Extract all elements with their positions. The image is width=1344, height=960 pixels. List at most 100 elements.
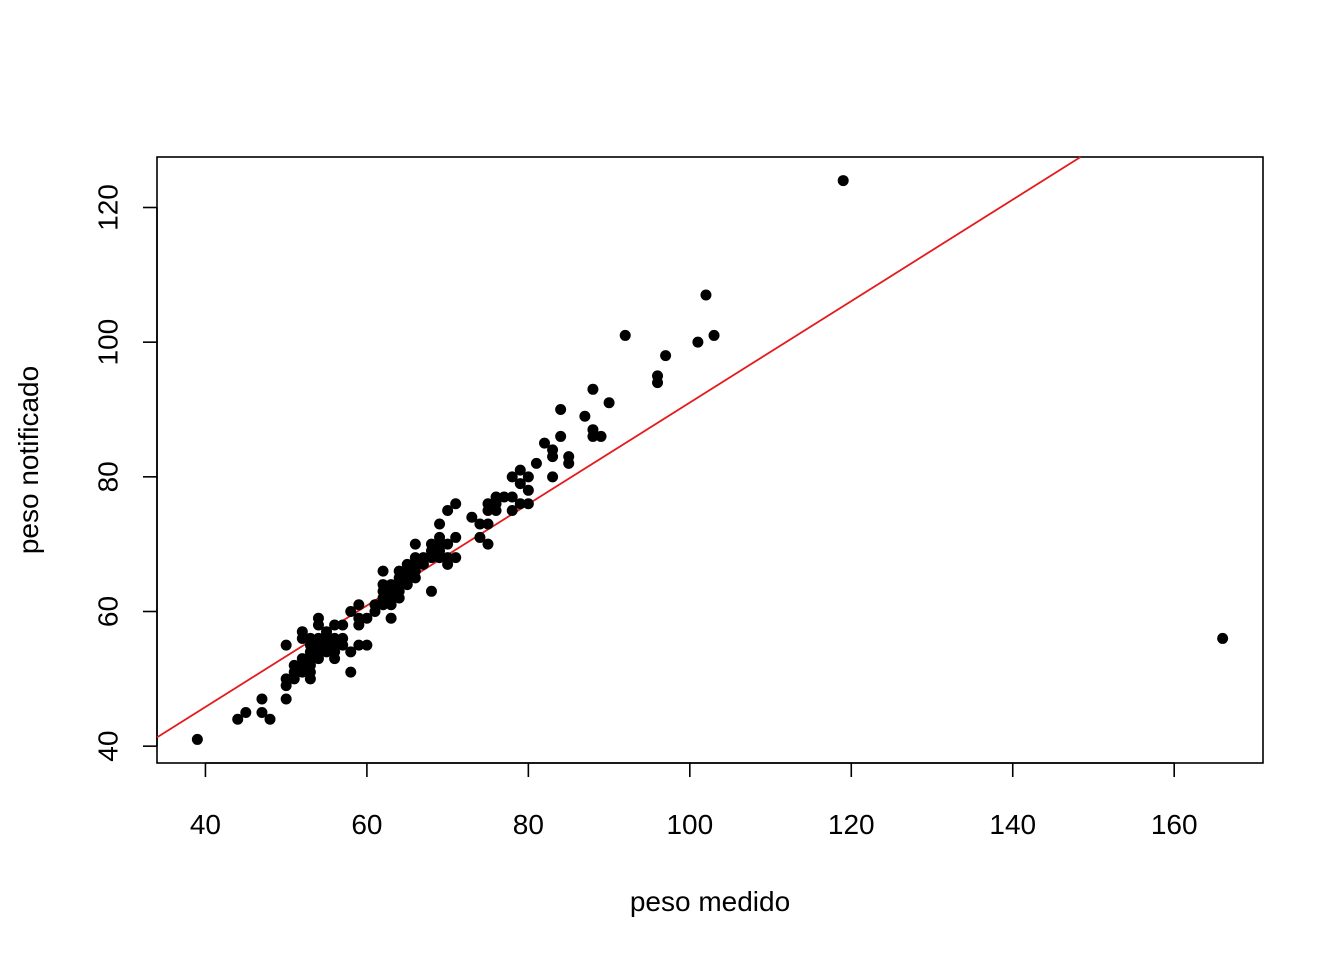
data-point bbox=[555, 404, 567, 415]
data-point bbox=[304, 632, 316, 644]
data-point bbox=[385, 579, 397, 591]
data-point bbox=[280, 639, 292, 651]
data-point bbox=[232, 713, 244, 725]
data-point bbox=[321, 626, 333, 638]
data-point bbox=[450, 498, 462, 510]
data-point bbox=[474, 518, 486, 530]
data-point bbox=[361, 612, 373, 624]
data-point bbox=[393, 565, 405, 577]
data-point bbox=[191, 733, 203, 745]
data-point bbox=[361, 639, 373, 651]
data-point bbox=[353, 612, 365, 624]
x-tick-label: 120 bbox=[828, 809, 875, 840]
data-point bbox=[345, 606, 357, 617]
y-axis-label: peso notificado bbox=[13, 366, 44, 554]
y-axis: 40 60 80 100 120 bbox=[93, 184, 158, 762]
data-point bbox=[417, 552, 429, 564]
points-layer bbox=[191, 175, 1229, 745]
x-axis: 40 60 80 100 120 140 160 bbox=[190, 762, 1198, 840]
data-point bbox=[256, 693, 268, 705]
data-point bbox=[555, 430, 567, 442]
data-point bbox=[514, 478, 526, 490]
data-point bbox=[522, 471, 534, 483]
data-point bbox=[603, 397, 615, 409]
data-point bbox=[264, 713, 276, 725]
data-point bbox=[425, 585, 437, 597]
y-tick-label: 120 bbox=[93, 184, 124, 231]
data-point bbox=[506, 505, 518, 516]
x-axis-label: peso medido bbox=[630, 886, 790, 917]
data-point bbox=[312, 612, 324, 624]
data-point bbox=[369, 599, 381, 611]
data-point bbox=[466, 511, 478, 523]
data-point bbox=[312, 632, 324, 644]
data-point bbox=[409, 538, 421, 550]
data-point bbox=[401, 558, 413, 570]
data-point bbox=[1217, 632, 1229, 644]
data-point bbox=[345, 666, 357, 678]
data-point bbox=[256, 707, 268, 718]
data-point bbox=[296, 653, 308, 665]
data-point bbox=[547, 444, 559, 456]
data-point bbox=[296, 626, 308, 638]
data-point bbox=[482, 498, 494, 510]
data-point bbox=[692, 336, 704, 348]
data-point bbox=[587, 424, 599, 436]
y-tick-label: 100 bbox=[93, 319, 124, 366]
data-point bbox=[514, 498, 526, 510]
plot-box bbox=[156, 156, 1264, 764]
data-point bbox=[288, 659, 300, 671]
data-point bbox=[547, 471, 559, 483]
data-point bbox=[490, 491, 502, 503]
data-point bbox=[442, 538, 454, 550]
data-point bbox=[587, 383, 599, 395]
x-tick-label: 100 bbox=[666, 809, 713, 840]
data-point bbox=[700, 289, 712, 301]
data-point bbox=[482, 538, 494, 550]
data-point bbox=[385, 612, 397, 624]
data-point bbox=[506, 491, 518, 503]
data-point bbox=[345, 646, 357, 658]
data-point bbox=[652, 370, 664, 382]
data-point bbox=[837, 175, 849, 187]
data-point bbox=[539, 437, 551, 449]
data-point bbox=[474, 531, 486, 543]
data-point bbox=[522, 498, 534, 510]
data-point bbox=[353, 599, 365, 611]
data-point bbox=[442, 552, 454, 564]
fit-line-layer bbox=[156, 156, 1082, 739]
data-point bbox=[708, 329, 720, 341]
data-point bbox=[482, 518, 494, 530]
data-point bbox=[337, 632, 349, 644]
data-point bbox=[514, 464, 526, 476]
data-point bbox=[450, 552, 462, 564]
data-point bbox=[337, 619, 349, 631]
data-point bbox=[498, 491, 510, 503]
regression-line bbox=[156, 156, 1082, 739]
data-point bbox=[660, 350, 672, 362]
data-point bbox=[240, 707, 252, 718]
data-point bbox=[329, 619, 341, 631]
x-tick-label: 160 bbox=[1151, 809, 1198, 840]
x-tick-label: 140 bbox=[989, 809, 1036, 840]
data-point bbox=[353, 639, 365, 651]
x-tick-label: 60 bbox=[351, 809, 382, 840]
data-point bbox=[563, 451, 575, 463]
data-point bbox=[409, 552, 421, 564]
data-point bbox=[506, 471, 518, 483]
data-point bbox=[450, 531, 462, 543]
data-point bbox=[280, 673, 292, 685]
x-tick-label: 80 bbox=[513, 809, 544, 840]
data-point bbox=[434, 531, 446, 543]
data-point bbox=[434, 518, 446, 530]
data-point bbox=[280, 693, 292, 705]
y-tick-label: 80 bbox=[93, 461, 124, 492]
y-tick-label: 40 bbox=[93, 731, 124, 762]
data-point bbox=[595, 430, 607, 442]
data-point bbox=[377, 565, 389, 577]
data-point bbox=[377, 579, 389, 591]
data-point bbox=[530, 457, 542, 469]
y-tick-label: 60 bbox=[93, 596, 124, 627]
data-point bbox=[522, 484, 534, 496]
x-tick-label: 40 bbox=[190, 809, 221, 840]
